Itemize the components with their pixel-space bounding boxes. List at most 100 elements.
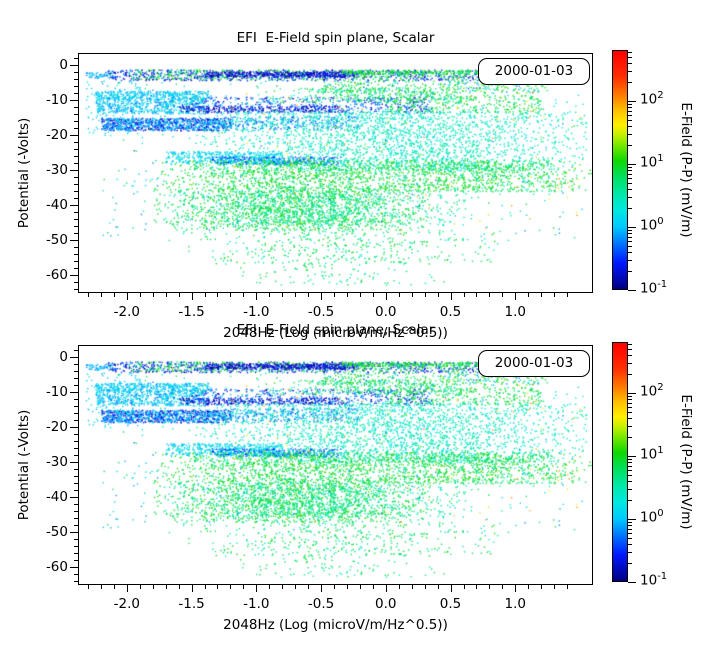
colorbar-minor-tick xyxy=(628,82,632,84)
colorbar-minor-tick xyxy=(628,177,632,179)
panel-bottom: EFI E-Field spin plane, Scalar Potential… xyxy=(0,292,724,656)
colorbar-tick-label: 102 xyxy=(640,90,664,108)
x-minor-tick xyxy=(502,585,504,589)
colorbar xyxy=(612,342,628,582)
colorbar-minor-tick xyxy=(628,196,632,198)
y-major-tick xyxy=(70,100,78,102)
colorbar-minor-tick xyxy=(628,418,632,420)
colorbar-major-tick xyxy=(628,101,636,102)
colorbar-major-tick xyxy=(628,582,636,583)
x-minor-tick xyxy=(217,585,219,589)
y-major-tick xyxy=(70,462,78,464)
colorbar-major-tick xyxy=(628,290,636,291)
colorbar-minor-tick xyxy=(628,170,632,172)
colorbar-minor-tick xyxy=(628,166,632,168)
colorbar-minor-tick xyxy=(628,474,632,476)
y-major-tick xyxy=(70,357,78,358)
colorbar-minor-tick xyxy=(628,70,632,72)
colorbar-minor-tick xyxy=(628,462,632,464)
colorbar-minor-tick xyxy=(628,145,632,147)
colorbar-minor-tick xyxy=(628,348,632,350)
colorbar-minor-tick xyxy=(628,236,632,238)
colorbar-minor-tick xyxy=(628,437,632,439)
colorbar-minor-tick xyxy=(628,133,632,135)
colorbar-tick-label: 101 xyxy=(640,445,664,463)
y-major-tick xyxy=(70,275,78,277)
x-minor-tick xyxy=(204,585,206,589)
y-major-tick xyxy=(70,532,78,534)
colorbar-minor-tick xyxy=(628,563,632,565)
x-major-tick xyxy=(450,585,452,592)
x-tick-label: -1.0 xyxy=(243,596,270,612)
colorbar-minor-tick xyxy=(628,114,632,116)
x-minor-tick xyxy=(295,585,297,589)
colorbar-minor-tick xyxy=(628,63,632,65)
x-minor-tick xyxy=(424,585,426,589)
y-tick-label: -20 xyxy=(45,419,68,436)
x-minor-tick xyxy=(334,585,335,589)
colorbar-minor-tick xyxy=(628,488,632,490)
x-tick-label: 0.0 xyxy=(375,596,397,612)
y-tick-label: -10 xyxy=(45,92,68,109)
x-minor-tick xyxy=(567,585,569,589)
plot-title: EFI E-Field spin plane, Scalar xyxy=(236,30,435,46)
colorbar-minor-tick xyxy=(628,465,632,467)
colorbar-minor-tick xyxy=(628,532,632,534)
colorbar-minor-tick xyxy=(628,126,632,128)
colorbar-minor-tick xyxy=(628,233,632,235)
y-axis-label: Potential (-Volts) xyxy=(16,117,32,229)
x-tick-label: 0.5 xyxy=(439,596,462,612)
x-minor-tick xyxy=(359,585,361,589)
colorbar-minor-tick xyxy=(628,119,632,121)
y-tick-label: -50 xyxy=(45,232,68,249)
colorbar-minor-tick xyxy=(628,458,632,460)
colorbar-major-tick xyxy=(628,164,636,165)
x-minor-tick xyxy=(554,585,556,589)
colorbar-minor-tick xyxy=(628,402,632,404)
colorbar-tick-label: 102 xyxy=(640,382,664,400)
colorbar-minor-tick xyxy=(628,182,632,184)
colorbar-minor-tick xyxy=(628,51,632,53)
x-tick-label: -2.0 xyxy=(113,596,140,612)
x-minor-tick xyxy=(398,585,400,589)
y-major-tick xyxy=(70,567,78,569)
x-minor-tick xyxy=(113,585,115,589)
colorbar-tick-label: 10-1 xyxy=(640,571,668,589)
colorbar-minor-tick xyxy=(628,240,632,242)
y-tick-label: -20 xyxy=(45,127,68,144)
x-tick-label: -1.5 xyxy=(178,596,205,612)
colorbar-minor-tick xyxy=(628,395,632,397)
y-major-tick xyxy=(70,497,78,499)
colorbar-minor-tick xyxy=(628,208,632,210)
colorbar-minor-tick xyxy=(628,481,632,483)
x-minor-tick xyxy=(411,585,413,589)
colorbar-minor-tick xyxy=(628,103,632,105)
y-tick-label: -40 xyxy=(45,489,68,506)
colorbar-minor-tick xyxy=(628,245,632,247)
y-tick-label: -60 xyxy=(45,559,68,576)
colorbar-minor-tick xyxy=(628,343,632,345)
x-minor-tick xyxy=(541,585,543,589)
colorbar-minor-tick xyxy=(628,551,632,553)
y-axis-label: Potential (-Volts) xyxy=(16,409,32,521)
x-minor-tick xyxy=(528,585,530,589)
date-badge: 2000-01-03 xyxy=(478,58,590,85)
y-tick-label: 0 xyxy=(59,349,68,365)
y-tick-label: -30 xyxy=(45,162,68,179)
y-major-tick xyxy=(70,205,78,207)
x-minor-tick xyxy=(87,585,89,589)
panel-top: EFI E-Field spin plane, Scalar Potential… xyxy=(16,30,694,341)
colorbar-minor-tick xyxy=(628,544,632,546)
colorbar-minor-tick xyxy=(628,252,632,254)
x-axis-label: 2048Hz (Log (microV/m/Hz^0.5)) xyxy=(223,617,448,633)
x-minor-tick xyxy=(165,585,167,589)
x-tick-label: 1.0 xyxy=(504,596,527,612)
x-minor-tick xyxy=(100,585,102,589)
y-tick-label: -40 xyxy=(45,197,68,214)
x-axis-label: 2048Hz (Log (microV/m/Hz^0.5)) xyxy=(223,325,448,341)
x-minor-tick xyxy=(269,585,271,589)
colorbar-minor-tick xyxy=(628,374,632,376)
colorbar-minor-tick xyxy=(628,411,632,413)
y-major-tick xyxy=(70,170,78,172)
